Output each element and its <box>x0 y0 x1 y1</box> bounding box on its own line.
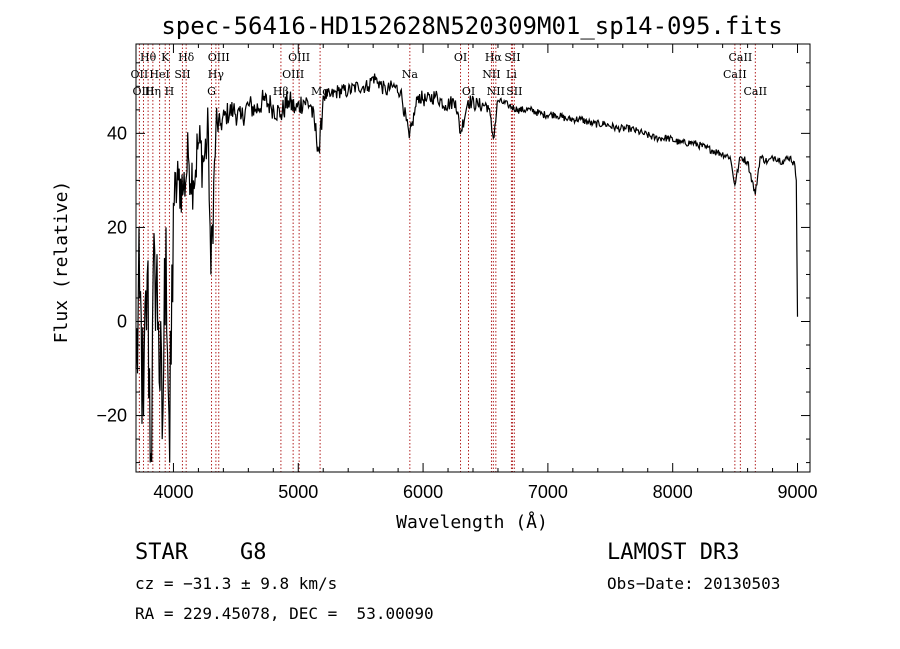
x-tick-label: 7000 <box>528 482 568 502</box>
y-axis-label: Flux (relative) <box>51 181 72 344</box>
y-tick-label: 0 <box>117 311 127 331</box>
redshift-info: cz = −31.3 ± 9.8 km/s <box>135 574 338 593</box>
x-axis-label: Wavelength (Å) <box>396 511 548 533</box>
line-label: H <box>165 85 175 98</box>
y-tick-label: 20 <box>107 217 127 237</box>
line-label: CaII <box>743 85 767 98</box>
line-label: OI <box>454 51 467 64</box>
line-label: K <box>161 51 170 64</box>
y-axis: −20 0 20 40 <box>96 62 810 464</box>
line-label: OIII <box>132 85 154 98</box>
object-subclass: G8 <box>240 540 267 565</box>
plot-frame <box>135 43 811 473</box>
x-tick-label: 8000 <box>653 482 693 502</box>
line-label: OIII <box>208 51 230 64</box>
line-label: Li <box>506 68 517 81</box>
coordinates: RA = 229.45078, DEC = 53.00090 <box>135 604 434 623</box>
line-label: OII <box>131 68 149 81</box>
y-tick-label: −20 <box>96 406 127 426</box>
line-label: CaII <box>723 68 747 81</box>
line-label: NII <box>482 68 500 81</box>
survey-name: LAMOST DR3 <box>607 540 740 565</box>
observation-date: Obs−Date: 20130503 <box>607 574 781 593</box>
line-label: Hγ <box>208 68 225 81</box>
line-label: Na <box>402 68 419 81</box>
x-tick-label: 4000 <box>153 482 193 502</box>
line-label: CaII <box>729 51 753 64</box>
spectrum-line <box>135 73 799 463</box>
line-label: SII <box>504 51 520 64</box>
x-tick-label: 6000 <box>403 482 443 502</box>
line-label: OIII <box>288 51 310 64</box>
chart-title: spec-56416-HD152628N520309M01_sp14-095.f… <box>161 12 782 40</box>
line-label: OI <box>462 85 475 98</box>
line-label: HeI <box>149 68 169 81</box>
y-tick-label: 40 <box>107 123 127 143</box>
x-tick-label: 5000 <box>278 482 318 502</box>
line-label: SII <box>174 68 190 81</box>
line-label: Hθ <box>140 51 157 64</box>
line-label: Hα <box>485 51 503 64</box>
line-label: Hβ <box>273 85 289 98</box>
line-label: Hδ <box>178 51 195 64</box>
line-label: G <box>207 85 216 98</box>
line-label: Hη <box>145 85 161 98</box>
line-label: SII <box>506 85 522 98</box>
line-label: OIII <box>282 68 304 81</box>
line-label: NII <box>487 85 505 98</box>
object-class: STAR <box>135 540 188 565</box>
x-axis: 4000 5000 6000 7000 8000 9000 <box>153 44 818 502</box>
x-tick-label: 9000 <box>777 482 817 502</box>
